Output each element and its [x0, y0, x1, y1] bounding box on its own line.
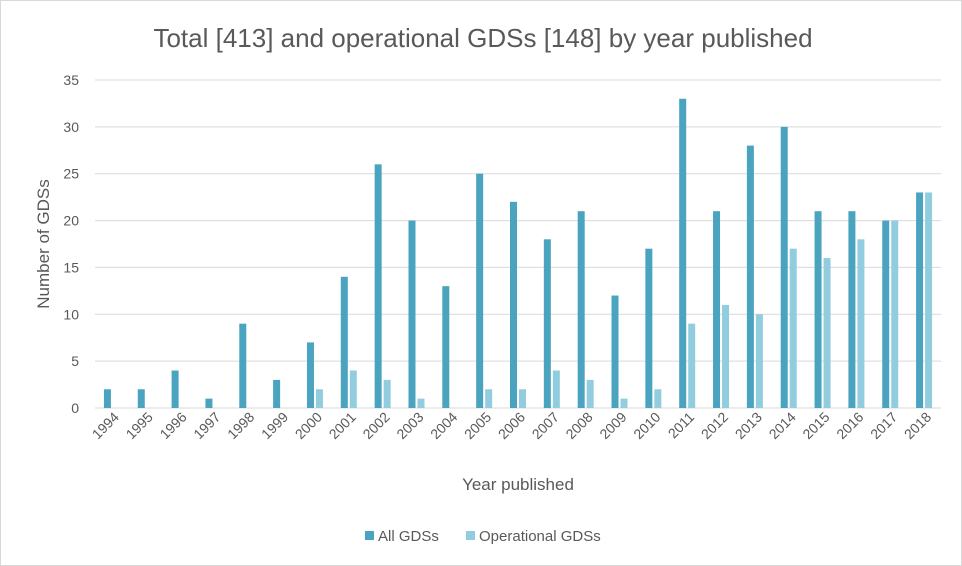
bar-all-1994	[103, 389, 111, 408]
x-tick-label: 2008	[562, 409, 595, 442]
bar-all-2008	[577, 211, 585, 408]
x-tick-label: 2013	[732, 409, 765, 442]
y-tick-label: 5	[71, 353, 79, 369]
bar-operational-2008	[586, 379, 594, 408]
bar-all-2012	[713, 211, 721, 408]
y-tick-label: 30	[63, 119, 79, 135]
bar-all-2004	[442, 286, 450, 408]
bar-all-2001	[340, 276, 348, 408]
chart-title: Total [413] and operational GDSs [148] b…	[153, 23, 812, 53]
bar-all-2000	[306, 342, 314, 408]
bar-all-2007	[543, 239, 551, 408]
x-tick-label: 2016	[833, 409, 866, 442]
x-tick-label: 1999	[258, 409, 291, 442]
y-tick-label: 25	[63, 166, 79, 182]
bar-operational-2015	[823, 258, 831, 408]
bars	[103, 98, 933, 408]
x-tick-label: 1996	[156, 409, 189, 442]
bar-all-1997	[205, 398, 213, 408]
x-tick-label: 2002	[359, 409, 392, 442]
x-tick-label: 2001	[326, 409, 359, 442]
bar-all-2018	[916, 192, 924, 408]
x-tick-label: 2018	[901, 409, 934, 442]
bar-operational-2017	[891, 220, 899, 408]
bar-all-2014	[780, 126, 788, 408]
bar-all-2003	[408, 220, 416, 408]
x-tick-label: 2015	[799, 409, 832, 442]
x-tick-label: 2009	[596, 409, 629, 442]
bar-operational-2003	[417, 398, 425, 408]
legend-swatch-all	[365, 531, 374, 540]
bar-operational-2001	[349, 370, 357, 408]
bar-operational-2005	[485, 389, 493, 408]
x-tick-label: 2012	[698, 409, 731, 442]
legend: All GDSs Operational GDSs	[365, 528, 601, 545]
x-tick-label: 2005	[461, 409, 494, 442]
bar-operational-2011	[688, 323, 696, 408]
y-tick-label: 20	[63, 213, 79, 229]
bar-operational-2010	[654, 389, 662, 408]
bar-all-2010	[645, 248, 653, 408]
x-tick-label: 2003	[393, 409, 426, 442]
x-tick-label: 1995	[123, 409, 156, 442]
x-tick-label: 2014	[765, 409, 798, 442]
bar-all-2011	[679, 98, 687, 408]
bar-all-2009	[611, 295, 619, 408]
x-tick-label: 2000	[292, 409, 325, 442]
bar-all-2016	[848, 211, 856, 408]
x-tick-label: 1997	[190, 409, 223, 442]
bar-operational-2007	[552, 370, 560, 408]
x-tick-label: 1994	[89, 409, 122, 442]
bar-all-2015	[814, 211, 822, 408]
y-tick-label: 15	[63, 259, 79, 275]
bar-all-1996	[171, 370, 179, 408]
x-axis-ticks: 1994 1995 1996 1997 1998 1999 2000 2001 2002 2003…	[89, 409, 935, 442]
x-tick-label: 2017	[867, 409, 900, 442]
bar-all-1998	[239, 323, 247, 408]
bar-all-2002	[374, 164, 382, 408]
bar-all-1999	[273, 379, 281, 408]
x-axis-title: Year published	[462, 475, 574, 494]
bar-all-2017	[882, 220, 890, 408]
bar-operational-2014	[789, 248, 797, 408]
y-axis-ticks: 0 5 10 15 20 25 30 35	[63, 72, 79, 416]
bar-operational-2013	[755, 314, 763, 408]
x-tick-label: 2006	[495, 409, 528, 442]
bar-all-2006	[510, 201, 517, 408]
y-tick-label: 35	[63, 72, 79, 88]
gridlines	[95, 79, 941, 409]
bar-all-1995	[137, 389, 145, 408]
bar-operational-2018	[925, 192, 933, 408]
x-tick-label: 1998	[224, 409, 257, 442]
x-tick-label: 2007	[529, 409, 562, 442]
x-tick-label: 2004	[427, 409, 460, 442]
bar-operational-2002	[383, 379, 391, 408]
y-tick-label: 10	[63, 306, 79, 322]
legend-label-all: All GDSs	[378, 528, 439, 545]
legend-label-operational: Operational GDSs	[479, 528, 601, 545]
bar-all-2013	[746, 145, 754, 408]
bar-operational-2009	[620, 398, 628, 408]
y-tick-label: 0	[71, 400, 79, 416]
legend-swatch-operational	[466, 531, 475, 540]
y-axis-title: Number of GDSs	[34, 179, 53, 308]
bar-operational-2000	[315, 389, 323, 408]
x-tick-label: 2011	[665, 409, 698, 442]
bar-all-2005	[476, 173, 484, 408]
bar-operational-2006	[519, 389, 526, 408]
bar-operational-2012	[722, 304, 730, 408]
bar-operational-2016	[857, 239, 865, 408]
x-tick-label: 2010	[630, 409, 663, 442]
